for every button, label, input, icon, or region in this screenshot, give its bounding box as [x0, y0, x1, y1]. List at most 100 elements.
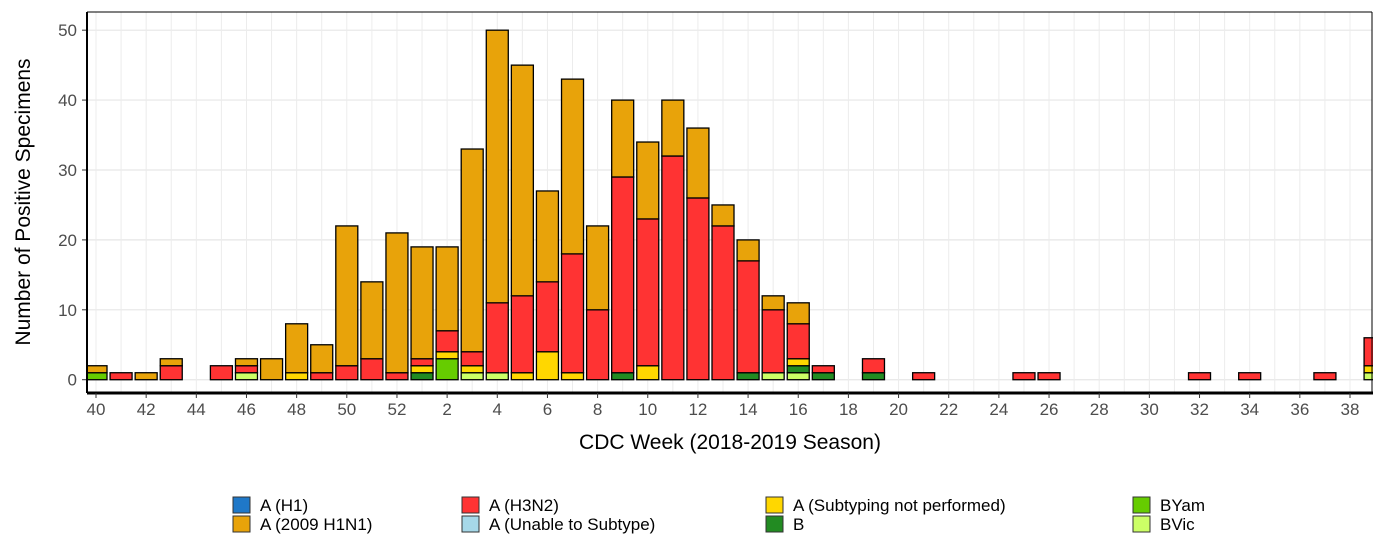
y-tick-label: 40 [58, 91, 77, 110]
bar-segment [636, 141, 660, 220]
bar-segment [385, 232, 409, 374]
y-axis-title: Number of Positive Specimens [12, 58, 35, 345]
bar-segment [1363, 365, 1373, 374]
bar-segment [385, 372, 409, 381]
bar-segment [1187, 372, 1212, 381]
bar-segment [1012, 372, 1036, 381]
bar-segment [736, 372, 760, 381]
bar-segment [485, 372, 509, 381]
bar-segment [560, 78, 585, 255]
x-tick-label: 18 [839, 400, 858, 419]
legend-swatch [461, 515, 480, 533]
legend-swatch [1132, 515, 1151, 533]
bar-segment [485, 29, 509, 304]
y-tick-label: 20 [58, 231, 77, 250]
legend: A (H1)A (2009 H1N1) A (H3N2)A (Unable to … [232, 496, 1205, 534]
x-tick-label: 14 [739, 400, 758, 419]
bar-segment [284, 323, 309, 374]
bar-segment [159, 365, 183, 381]
bar-segment [234, 372, 259, 381]
legend-label: BVic [1160, 515, 1195, 534]
bar-segment [87, 372, 108, 381]
x-tick-label: 4 [493, 400, 502, 419]
bar-segment [259, 358, 284, 381]
bar-segment [284, 372, 309, 381]
x-tick-label: 16 [789, 400, 808, 419]
legend-swatch [765, 515, 784, 533]
bar-segment [234, 358, 259, 367]
bar-segment [560, 372, 585, 381]
bar-segment [335, 225, 359, 367]
bar-segment [585, 225, 610, 311]
bar-segment [686, 197, 710, 381]
bar-segment [811, 365, 835, 374]
bar-segment [410, 246, 434, 360]
bar-segment [1313, 372, 1337, 381]
x-tick-label: 38 [1341, 400, 1360, 419]
x-tick-label: 44 [187, 400, 206, 419]
bar-segment [786, 323, 810, 360]
bar-segment [711, 225, 735, 381]
legend-label: A (Unable to Subtype) [489, 515, 655, 534]
x-tick-label: 26 [1040, 400, 1059, 419]
bar-segment [535, 351, 560, 381]
bar-segment [611, 99, 635, 178]
bar-segment [736, 239, 760, 262]
bar-segment [736, 260, 760, 374]
legend-label: A (H1) [260, 496, 308, 515]
x-tick-label: 32 [1190, 400, 1209, 419]
x-tick-label: 12 [688, 400, 707, 419]
x-tick-label: 20 [889, 400, 908, 419]
bar-segment [686, 127, 710, 199]
x-tick-label: 36 [1290, 400, 1309, 419]
legend-swatch [232, 496, 251, 514]
bar-segment [310, 344, 334, 374]
bar-segment [435, 358, 459, 381]
bar-segment [1363, 337, 1373, 367]
bar-segment [460, 365, 484, 374]
legend-swatch [765, 496, 784, 514]
bar-segment [410, 372, 434, 381]
bar-segment [911, 372, 936, 381]
bar-segment [460, 372, 484, 381]
bar-segment [510, 372, 535, 381]
bar-segment [861, 358, 886, 374]
bar-segment [761, 309, 785, 374]
x-tick-label: 52 [387, 400, 406, 419]
bar-segment [1363, 372, 1373, 381]
bar-segment [460, 148, 484, 353]
bar-segment [636, 218, 660, 367]
x-tick-label: 6 [543, 400, 552, 419]
bar-segment [560, 253, 585, 374]
x-tick-label: 24 [989, 400, 1008, 419]
bars [87, 29, 1373, 381]
bar-segment [360, 358, 384, 381]
x-tick-label: 48 [287, 400, 306, 419]
bar-segment [861, 372, 886, 381]
bar-segment [585, 309, 610, 381]
x-tick-label: 8 [593, 400, 602, 419]
x-tick-label: 34 [1240, 400, 1259, 419]
legend-label: B [793, 515, 804, 534]
bar-segment [510, 64, 535, 297]
legend-label: BYam [1160, 496, 1205, 515]
y-tick-label: 10 [58, 301, 77, 320]
y-tick-label: 0 [68, 371, 77, 390]
legend-label: A (Subtyping not performed) [793, 496, 1006, 515]
x-tick-label: 2 [442, 400, 451, 419]
bar-segment [460, 351, 484, 367]
x-tick-label: 10 [638, 400, 657, 419]
x-tick-label: 30 [1140, 400, 1159, 419]
bar-segment [661, 99, 685, 157]
x-axis-title: CDC Week (2018-2019 Season) [579, 431, 881, 454]
bar-segment [786, 365, 810, 374]
bar-segment [410, 358, 434, 367]
x-tick-label: 50 [337, 400, 356, 419]
y-tick-label: 30 [58, 161, 77, 180]
x-tick-label: 42 [137, 400, 156, 419]
x-tick-label: 40 [87, 400, 106, 419]
legend-label: A (H3N2) [489, 496, 559, 515]
y-tick-label: 50 [58, 21, 77, 40]
bar-segment [761, 372, 785, 381]
